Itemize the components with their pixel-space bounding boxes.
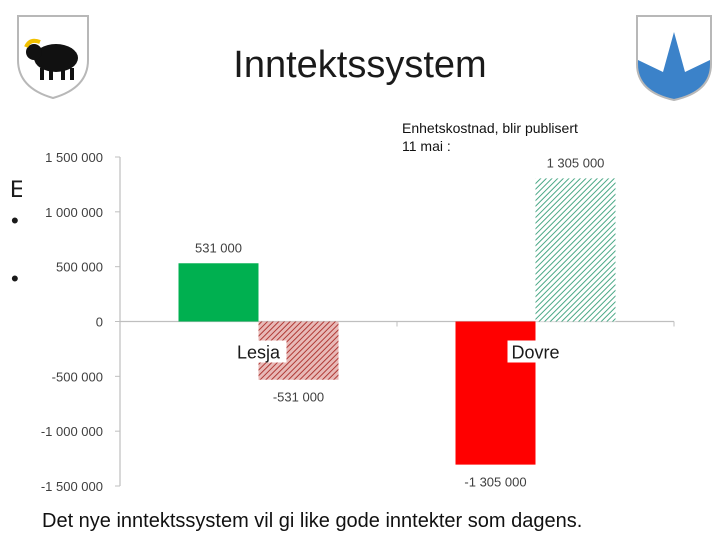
- y-tick-label: 1 500 000: [45, 150, 103, 165]
- unit-cost-note: Enhetskostnad, blir publisert 11 mai :: [402, 119, 578, 155]
- slide-title: Inntektssystem: [233, 44, 487, 86]
- background-bullet: •: [11, 266, 19, 291]
- category-label: Dovre: [511, 343, 559, 363]
- lesja-coat-of-arms-logo: [16, 14, 90, 105]
- data-label: 531 000: [195, 240, 242, 255]
- y-tick-label: 1 000 000: [45, 205, 103, 220]
- bar-dovre-2: [535, 178, 616, 322]
- data-label: 1 305 000: [547, 155, 605, 170]
- y-tick-label: -1 500 000: [41, 479, 103, 494]
- category-label: Lesja: [237, 343, 281, 363]
- y-tick-label: -500 000: [52, 369, 103, 384]
- data-label: -1 305 000: [464, 475, 526, 490]
- note-line-2: 11 mai :: [402, 138, 451, 154]
- background-bullet: •: [11, 208, 19, 233]
- bar-lesja-1: [178, 263, 259, 322]
- dovre-coat-of-arms-logo: [635, 14, 713, 107]
- y-tick-label: 0: [96, 315, 103, 330]
- category-label-background: [230, 340, 287, 363]
- note-line-1: Enhetskostnad, blir publisert: [402, 120, 578, 136]
- y-tick-label: 500 000: [56, 260, 103, 275]
- category-label-background: [507, 340, 564, 363]
- data-label: -531 000: [273, 390, 324, 405]
- footer-caption: Det nye inntektssystem vil gi like gode …: [42, 510, 583, 532]
- y-tick-label: -1 000 000: [41, 424, 103, 439]
